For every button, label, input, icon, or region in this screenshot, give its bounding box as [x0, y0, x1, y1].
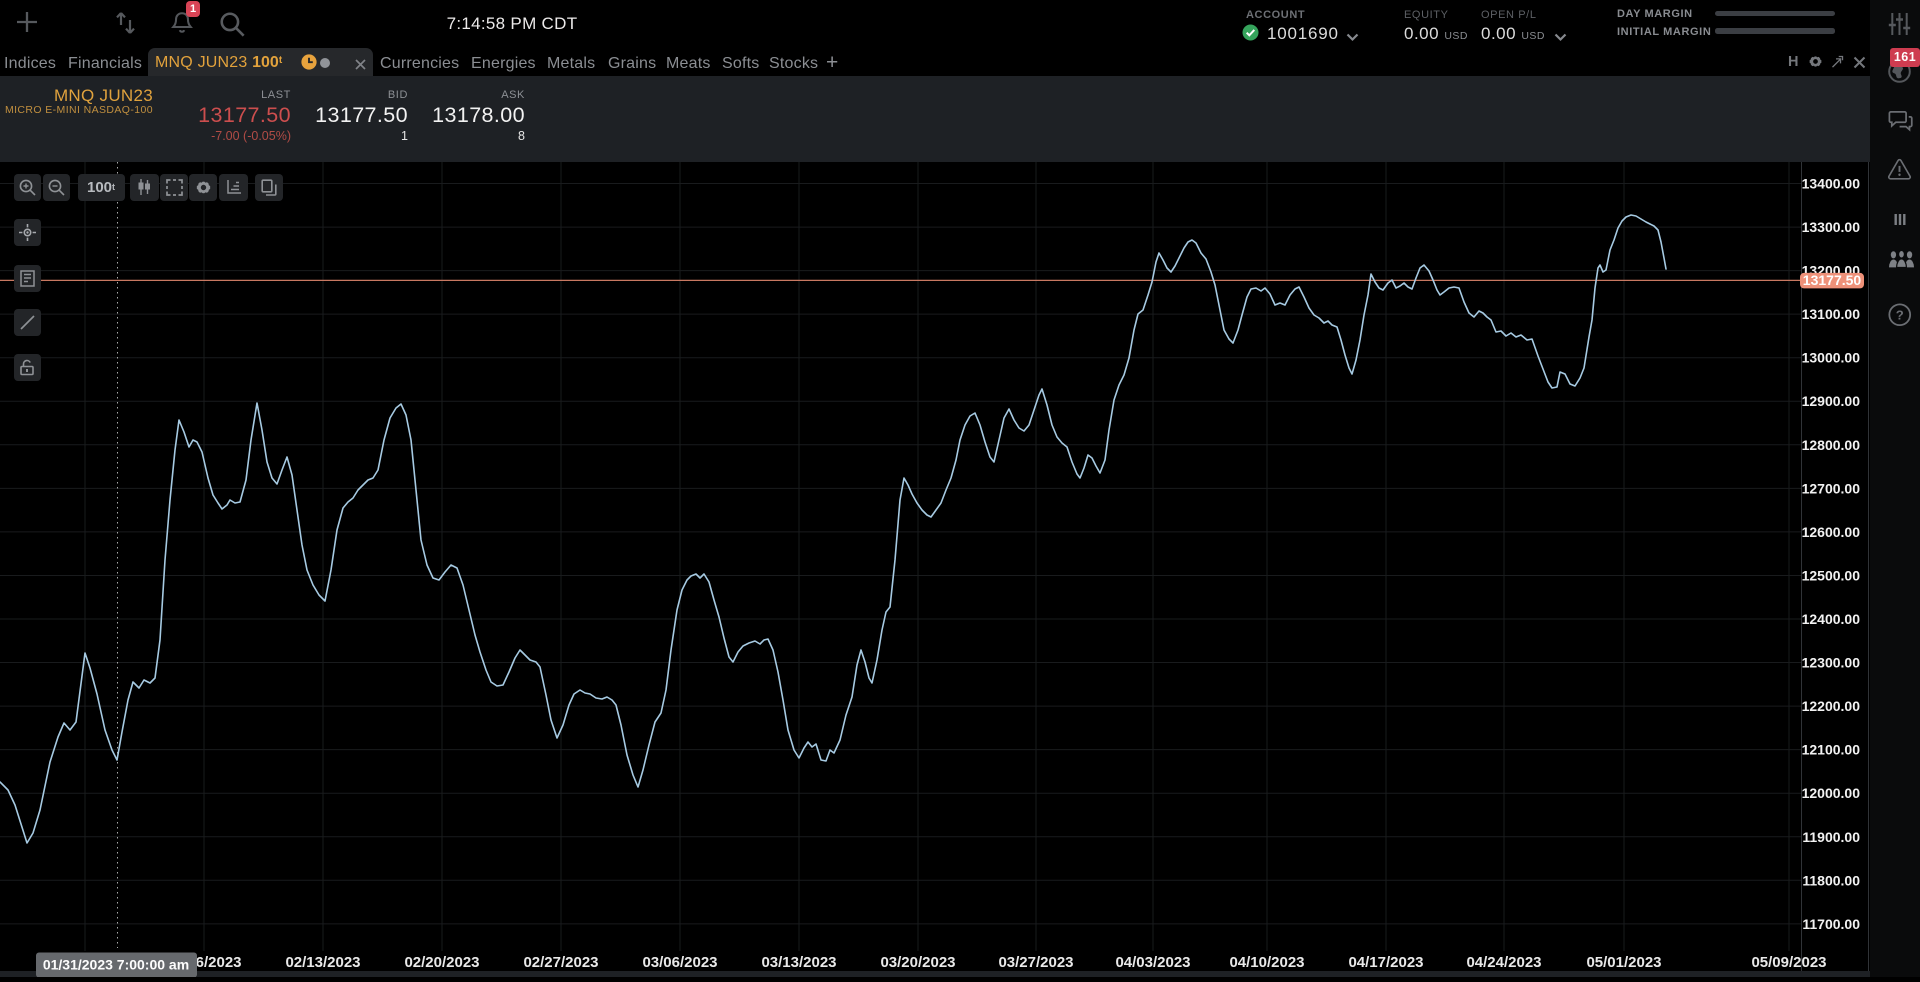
svg-text:03/13/2023: 03/13/2023 — [761, 954, 836, 971]
svg-text:12300.00: 12300.00 — [1802, 655, 1861, 671]
svg-text:11700.00: 11700.00 — [1802, 916, 1860, 932]
svg-text:04/17/2023: 04/17/2023 — [1348, 954, 1423, 971]
svg-text:12700.00: 12700.00 — [1802, 480, 1861, 496]
svg-text:11800.00: 11800.00 — [1802, 872, 1860, 888]
svg-text:04/24/2023: 04/24/2023 — [1466, 954, 1541, 971]
svg-text:05/01/2023: 05/01/2023 — [1586, 954, 1661, 971]
svg-text:03/27/2023: 03/27/2023 — [998, 954, 1073, 971]
svg-text:13100.00: 13100.00 — [1802, 306, 1861, 322]
svg-text:04/10/2023: 04/10/2023 — [1229, 954, 1304, 971]
svg-text:12600.00: 12600.00 — [1802, 524, 1861, 540]
svg-text:11900.00: 11900.00 — [1802, 829, 1860, 845]
svg-text:04/03/2023: 04/03/2023 — [1115, 954, 1190, 971]
svg-text:03/20/2023: 03/20/2023 — [880, 954, 955, 971]
svg-text:13300.00: 13300.00 — [1802, 219, 1861, 235]
svg-text:02/13/2023: 02/13/2023 — [285, 954, 360, 971]
svg-text:12400.00: 12400.00 — [1802, 611, 1861, 627]
svg-text:12800.00: 12800.00 — [1802, 437, 1861, 453]
svg-text:03/06/2023: 03/06/2023 — [642, 954, 717, 971]
svg-text:12200.00: 12200.00 — [1802, 698, 1861, 714]
svg-text:13400.00: 13400.00 — [1802, 176, 1861, 192]
svg-text:05/09/2023: 05/09/2023 — [1751, 954, 1826, 971]
svg-text:12100.00: 12100.00 — [1802, 742, 1861, 758]
svg-text:12900.00: 12900.00 — [1802, 393, 1861, 409]
svg-text:12000.00: 12000.00 — [1802, 785, 1861, 801]
svg-text:02/20/2023: 02/20/2023 — [404, 954, 479, 971]
svg-text:13000.00: 13000.00 — [1802, 350, 1861, 366]
svg-text:?: ? — [1896, 307, 1904, 322]
svg-text:02/27/2023: 02/27/2023 — [523, 954, 598, 971]
svg-text:12500.00: 12500.00 — [1802, 568, 1861, 584]
svg-text:01/31/2023 7:00:00 am: 01/31/2023 7:00:00 am — [43, 957, 189, 973]
svg-text:13177.50: 13177.50 — [1803, 272, 1862, 288]
